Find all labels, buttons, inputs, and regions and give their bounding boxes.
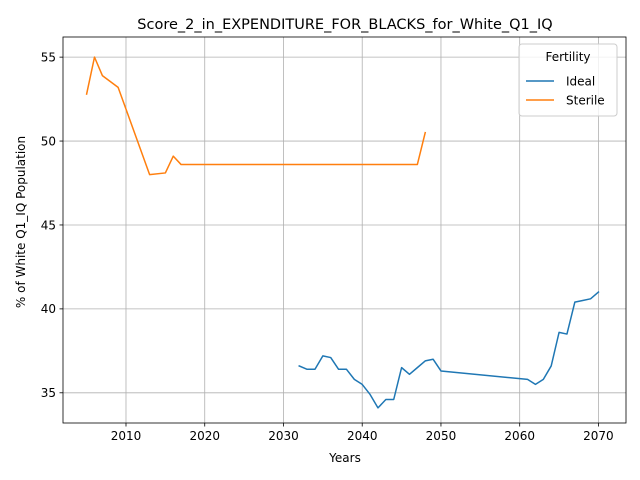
x-tick-label: 2030 [268,429,299,443]
x-tick-label: 2050 [426,429,457,443]
series-line-sterile [85,56,427,176]
series-line-ideal [298,291,600,409]
chart-title: Score_2_in_EXPENDITURE_FOR_BLACKS_for_Wh… [137,17,552,33]
legend-label-ideal: Ideal [566,75,595,89]
y-tick-label: 55 [41,50,56,64]
legend: Fertility Ideal Sterile [518,43,618,117]
x-axis-title: Years [328,451,361,465]
legend-label-sterile: Sterile [566,94,605,108]
y-tick-label: 50 [41,134,56,148]
x-tick-label: 2040 [347,429,378,443]
x-tick-label: 2010 [111,429,142,443]
x-tick-label: 2070 [583,429,614,443]
y-tick-label: 40 [41,302,56,316]
legend-box [518,43,618,117]
x-tick-label: 2060 [504,429,535,443]
y-axis-ticks: 35 40 45 50 55 [41,50,63,400]
legend-title: Fertility [545,50,590,64]
series-lines [85,56,600,409]
x-tick-label: 2020 [189,429,220,443]
grid [63,37,626,423]
x-axis-ticks: 2010 2020 2030 2040 2050 2060 2070 [111,423,614,443]
plot-area-frame [62,36,627,424]
y-axis-title: % of White Q1_IQ Population [14,136,28,308]
y-tick-label: 45 [41,218,56,232]
y-tick-label: 35 [41,386,56,400]
